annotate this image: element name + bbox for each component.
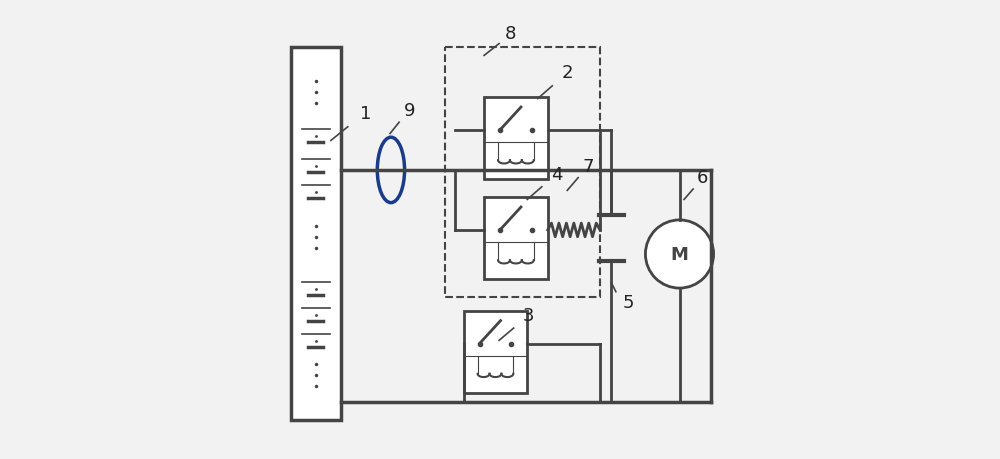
Text: 3: 3: [522, 307, 534, 325]
Text: 8: 8: [504, 25, 516, 43]
Text: 5: 5: [623, 293, 634, 311]
Bar: [484, 98, 548, 179]
Text: 6: 6: [697, 168, 708, 186]
Text: 7: 7: [582, 158, 594, 176]
Text: 2: 2: [562, 64, 573, 82]
Bar: [484, 198, 548, 280]
Text: 1: 1: [360, 105, 372, 123]
Text: 9: 9: [404, 102, 416, 120]
Text: M: M: [671, 246, 688, 263]
Bar: [445, 48, 600, 297]
Bar: [464, 311, 527, 393]
Text: 4: 4: [551, 165, 562, 183]
Circle shape: [645, 220, 714, 288]
Bar: [291, 48, 341, 420]
